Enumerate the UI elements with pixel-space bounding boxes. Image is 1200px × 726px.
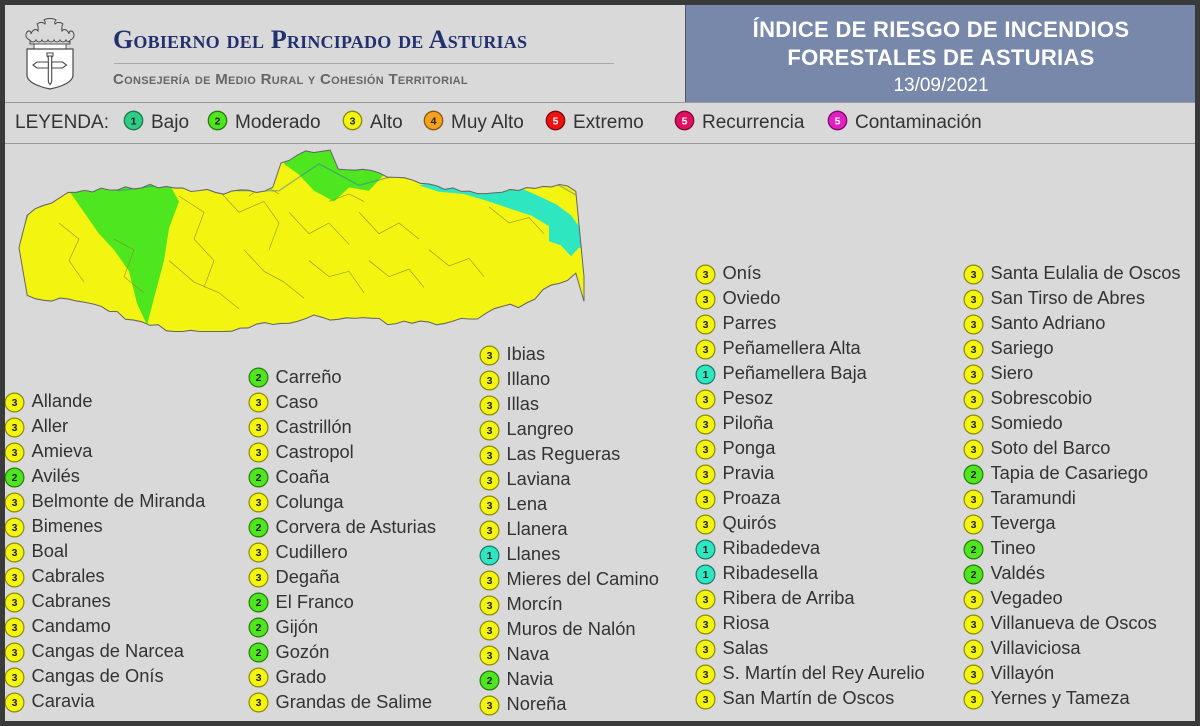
svg-text:3: 3 [702, 444, 708, 456]
svg-text:3: 3 [970, 619, 976, 631]
svg-text:2: 2 [255, 372, 261, 384]
svg-text:3: 3 [11, 497, 17, 509]
svg-text:2: 2 [255, 597, 261, 609]
svg-text:3: 3 [970, 669, 976, 681]
svg-text:3: 3 [11, 697, 17, 709]
svg-text:3: 3 [702, 394, 708, 406]
svg-text:3: 3 [486, 650, 492, 662]
svg-text:3: 3 [970, 594, 976, 606]
svg-text:3: 3 [970, 644, 976, 656]
svg-text:1: 1 [702, 569, 708, 581]
svg-text:3: 3 [970, 444, 976, 456]
svg-text:3: 3 [970, 344, 976, 356]
svg-text:3: 3 [702, 494, 708, 506]
svg-text:3: 3 [702, 319, 708, 331]
svg-text:3: 3 [255, 497, 261, 509]
svg-text:3: 3 [486, 700, 492, 712]
svg-text:3: 3 [486, 400, 492, 412]
svg-text:3: 3 [702, 269, 708, 281]
svg-text:3: 3 [702, 294, 708, 306]
svg-text:3: 3 [11, 447, 17, 459]
svg-text:3: 3 [970, 394, 976, 406]
svg-text:2: 2 [970, 469, 976, 481]
svg-text:3: 3 [970, 694, 976, 706]
svg-text:1: 1 [702, 544, 708, 556]
svg-text:3: 3 [255, 397, 261, 409]
svg-text:3: 3 [11, 422, 17, 434]
svg-text:3: 3 [255, 572, 261, 584]
svg-text:3: 3 [486, 500, 492, 512]
svg-text:1: 1 [702, 369, 708, 381]
svg-text:3: 3 [486, 450, 492, 462]
svg-text:2: 2 [255, 472, 261, 484]
svg-text:3: 3 [11, 647, 17, 659]
svg-text:3: 3 [970, 419, 976, 431]
svg-text:3: 3 [11, 597, 17, 609]
svg-text:3: 3 [486, 625, 492, 637]
svg-text:2: 2 [11, 472, 17, 484]
svg-text:3: 3 [970, 369, 976, 381]
svg-text:3: 3 [970, 319, 976, 331]
svg-text:2: 2 [970, 544, 976, 556]
svg-text:3: 3 [702, 594, 708, 606]
svg-text:3: 3 [702, 694, 708, 706]
svg-text:3: 3 [970, 294, 976, 306]
svg-text:3: 3 [255, 422, 261, 434]
svg-text:3: 3 [702, 669, 708, 681]
svg-text:3: 3 [255, 447, 261, 459]
svg-text:3: 3 [255, 547, 261, 559]
svg-text:3: 3 [702, 519, 708, 531]
svg-text:2: 2 [255, 522, 261, 534]
svg-text:3: 3 [970, 269, 976, 281]
svg-text:3: 3 [702, 619, 708, 631]
svg-text:3: 3 [11, 397, 17, 409]
svg-text:3: 3 [486, 375, 492, 387]
svg-text:3: 3 [702, 344, 708, 356]
svg-text:3: 3 [702, 469, 708, 481]
svg-text:3: 3 [11, 522, 17, 534]
svg-text:3: 3 [255, 672, 261, 684]
svg-text:2: 2 [255, 647, 261, 659]
svg-text:3: 3 [702, 419, 708, 431]
svg-text:3: 3 [486, 575, 492, 587]
svg-text:3: 3 [11, 672, 17, 684]
svg-text:3: 3 [11, 547, 17, 559]
svg-text:3: 3 [486, 600, 492, 612]
svg-text:3: 3 [255, 697, 261, 709]
svg-text:3: 3 [486, 425, 492, 437]
svg-text:1: 1 [486, 550, 492, 562]
svg-text:3: 3 [486, 475, 492, 487]
svg-text:3: 3 [11, 572, 17, 584]
svg-text:3: 3 [970, 494, 976, 506]
svg-text:2: 2 [486, 675, 492, 687]
svg-text:3: 3 [970, 519, 976, 531]
svg-text:3: 3 [702, 644, 708, 656]
svg-text:3: 3 [11, 622, 17, 634]
svg-text:3: 3 [486, 525, 492, 537]
svg-text:3: 3 [486, 350, 492, 362]
svg-text:2: 2 [255, 622, 261, 634]
svg-text:2: 2 [970, 569, 976, 581]
